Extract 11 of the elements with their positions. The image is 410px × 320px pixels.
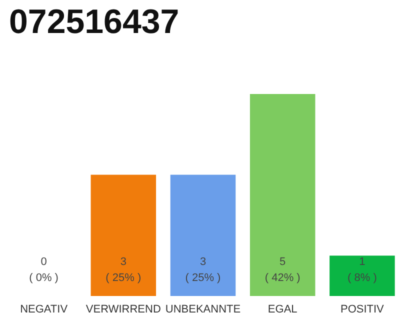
data-label: 3 ( 25% ) xyxy=(185,256,221,284)
x-tick-label: VERWIRREND xyxy=(86,304,161,316)
data-label: 0 ( 0% ) xyxy=(29,256,58,284)
data-label: 3 ( 25% ) xyxy=(106,256,142,284)
x-tick-label: NEGATIV xyxy=(20,304,68,316)
x-tick-label: POSITIV xyxy=(340,304,385,316)
data-label: 5 ( 42% ) xyxy=(264,256,300,284)
data-label: 1 ( 8% ) xyxy=(348,256,377,284)
chart-title: 072516437 xyxy=(9,3,180,41)
x-tick-label: EGAL xyxy=(268,304,298,316)
x-tick-label: UNBEKANNTE xyxy=(165,304,241,316)
